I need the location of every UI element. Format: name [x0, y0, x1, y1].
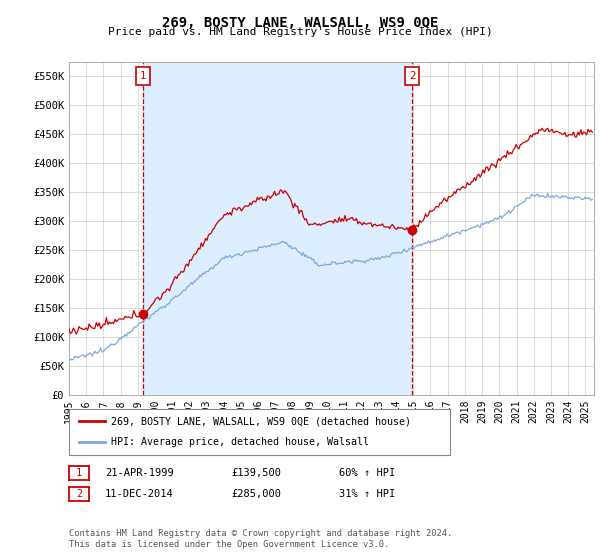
- Text: 1: 1: [76, 468, 82, 478]
- Text: 269, BOSTY LANE, WALSALL, WS9 0QE (detached house): 269, BOSTY LANE, WALSALL, WS9 0QE (detac…: [111, 416, 411, 426]
- Text: 21-APR-1999: 21-APR-1999: [105, 468, 174, 478]
- Bar: [143, 62, 412, 395]
- Text: Price paid vs. HM Land Registry's House Price Index (HPI): Price paid vs. HM Land Registry's House …: [107, 27, 493, 37]
- Text: 269, BOSTY LANE, WALSALL, WS9 0QE: 269, BOSTY LANE, WALSALL, WS9 0QE: [162, 16, 438, 30]
- Text: HPI: Average price, detached house, Walsall: HPI: Average price, detached house, Wals…: [111, 437, 369, 447]
- Text: 31% ↑ HPI: 31% ↑ HPI: [339, 489, 395, 499]
- Text: 11-DEC-2014: 11-DEC-2014: [105, 489, 174, 499]
- Text: £139,500: £139,500: [231, 468, 281, 478]
- Text: 2: 2: [76, 489, 82, 499]
- Text: 2: 2: [409, 71, 416, 81]
- Text: 60% ↑ HPI: 60% ↑ HPI: [339, 468, 395, 478]
- Text: 1: 1: [140, 71, 146, 81]
- Text: Contains HM Land Registry data © Crown copyright and database right 2024.
This d: Contains HM Land Registry data © Crown c…: [69, 529, 452, 549]
- Text: £285,000: £285,000: [231, 489, 281, 499]
